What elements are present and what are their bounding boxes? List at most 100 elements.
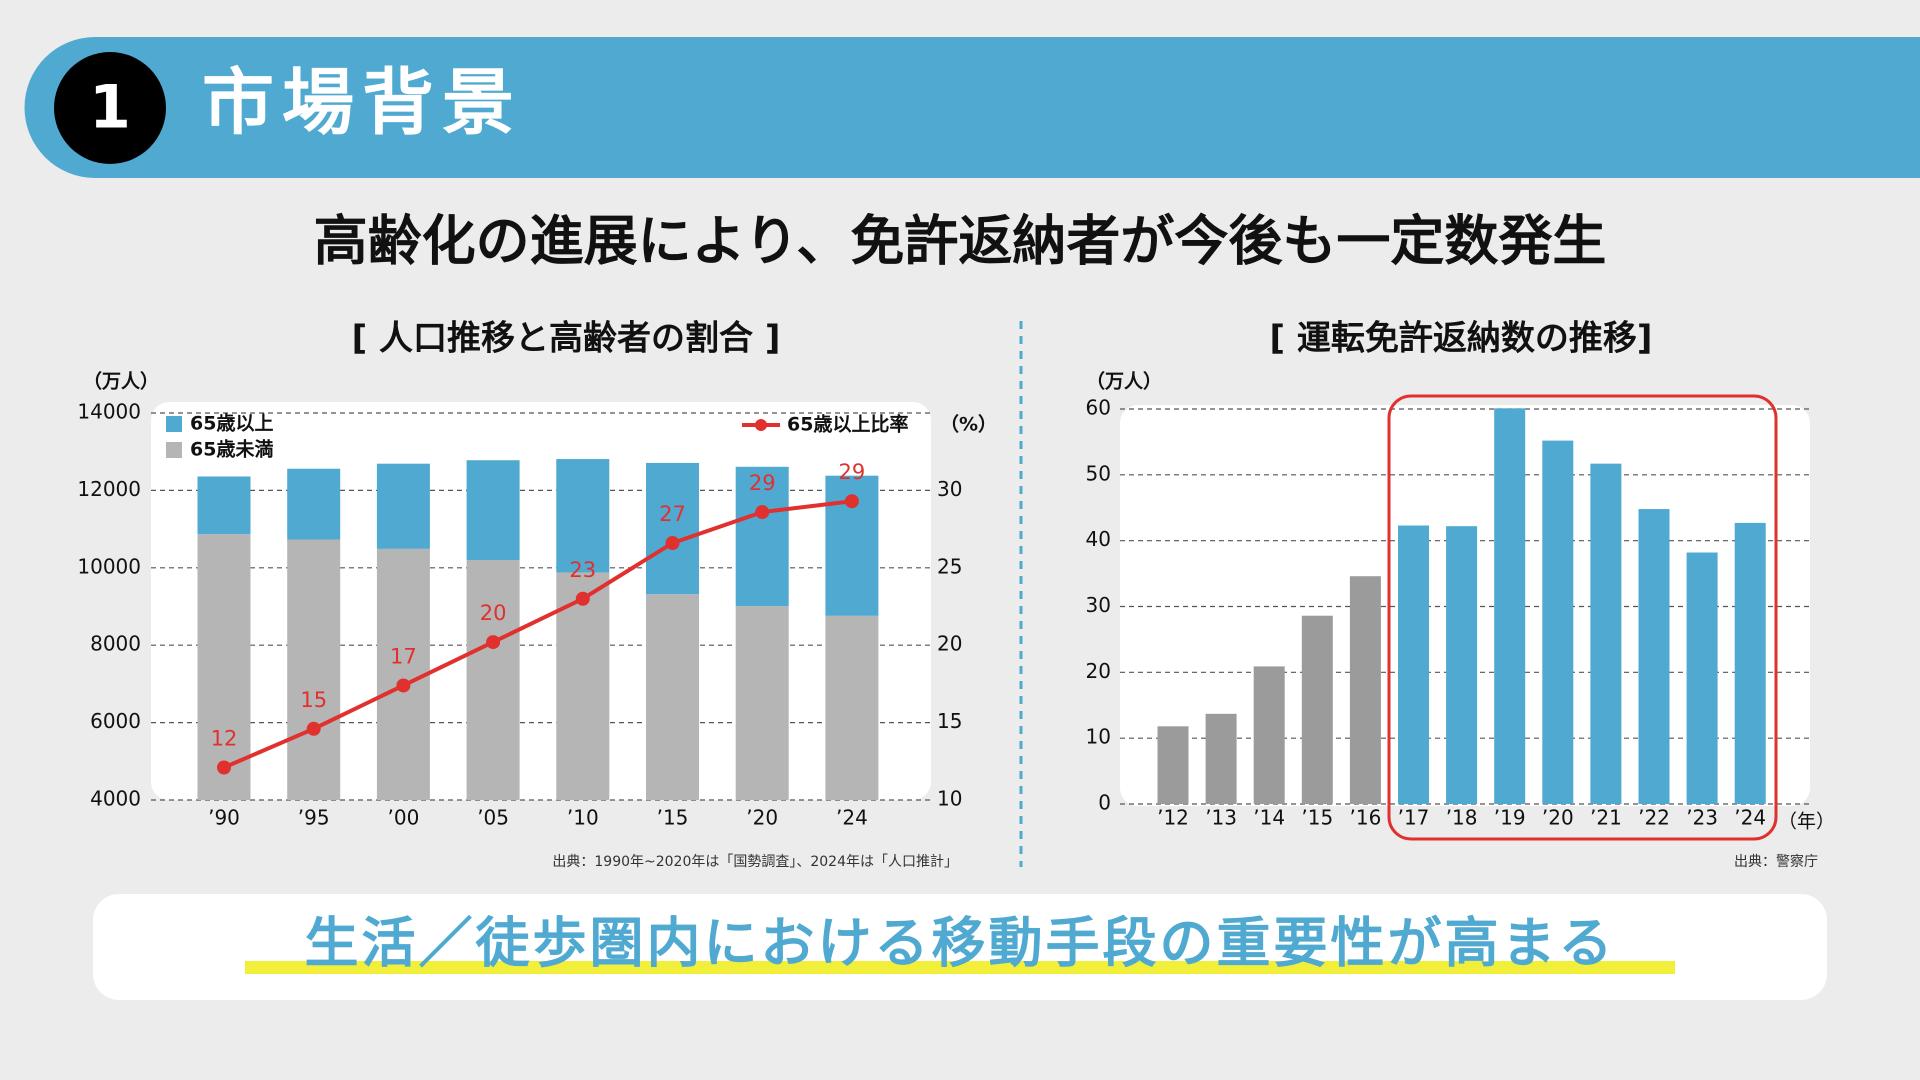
data-label: 17 xyxy=(390,644,417,668)
y-tick-label: 30 xyxy=(1086,593,1111,617)
headline: 高齢化の進展により、免許返納者が今後も一定数発生 xyxy=(314,210,1607,273)
data-label: 29 xyxy=(839,460,866,484)
x-tick-label: ’14 xyxy=(1253,806,1285,830)
section-title: 市場背景 xyxy=(202,61,522,145)
bar-segment xyxy=(376,548,430,800)
x-tick-label: ’13 xyxy=(1205,806,1237,830)
x-tick-label: ’18 xyxy=(1446,806,1478,830)
y-tick-label: 10000 xyxy=(77,554,141,578)
x-tick-label: ’24 xyxy=(1734,806,1766,830)
plot-area xyxy=(151,402,931,800)
x-tick-label: ’15 xyxy=(657,806,689,830)
y2-tick-label: 15 xyxy=(937,709,962,733)
x-tick-label: ’20 xyxy=(746,806,778,830)
chart-subtitle: [ 人口推移と高齢者の割合 ] xyxy=(352,319,781,359)
line-point xyxy=(486,635,501,650)
line-point xyxy=(575,591,590,606)
source: 出典：1990年~2020年は「国勢調査」、2024年は「人口推計」 xyxy=(552,854,958,870)
bar xyxy=(1253,666,1285,804)
y-tick-label: 14000 xyxy=(77,400,141,424)
bar-segment xyxy=(287,468,341,540)
y-tick-label: 12000 xyxy=(77,477,141,501)
y-tick-label: 10 xyxy=(1086,725,1111,749)
line-point xyxy=(396,678,411,693)
bar xyxy=(1638,509,1670,804)
bar xyxy=(1349,576,1381,804)
data-label: 27 xyxy=(659,502,686,526)
y-tick-label: 8000 xyxy=(90,632,141,656)
source: 出典：警察庁 xyxy=(1734,853,1818,870)
highlight xyxy=(245,961,1675,974)
bar xyxy=(1398,525,1429,804)
x-tick-label: ’16 xyxy=(1349,806,1381,830)
bar-segment xyxy=(646,594,699,800)
bar xyxy=(1446,526,1478,804)
y2-tick-label: 20 xyxy=(937,632,962,656)
bar xyxy=(1590,463,1622,804)
bar-segment xyxy=(646,462,699,595)
x-tick-label: ’05 xyxy=(477,806,509,830)
number-badge xyxy=(54,52,166,164)
y-axis-unit: （万人） xyxy=(1086,370,1162,393)
highlight-box xyxy=(1387,394,1778,841)
x-tick-label: ’10 xyxy=(567,806,599,830)
legend-swatch xyxy=(166,442,182,458)
y2-tick-label: 30 xyxy=(937,477,962,501)
x-tick-label: ’12 xyxy=(1157,806,1189,830)
x-tick-label: ’17 xyxy=(1398,806,1430,830)
x-tick-label: ’23 xyxy=(1686,806,1718,830)
x-tick-label: ’00 xyxy=(387,806,419,830)
y-axis-unit: （万人） xyxy=(83,370,159,393)
bar-segment xyxy=(735,466,789,607)
y-tick-label: 40 xyxy=(1086,527,1111,551)
bar xyxy=(1205,713,1237,804)
x-tick-label: ’20 xyxy=(1542,806,1574,830)
y2-axis-unit: （%） xyxy=(940,413,997,436)
data-label: 23 xyxy=(569,558,596,582)
bar-segment xyxy=(825,615,879,800)
line-point xyxy=(306,721,321,736)
section-number: 1 xyxy=(89,73,131,143)
footer-message: 生活／徒歩圏内における移動手段の重要性が高まる xyxy=(305,912,1616,975)
line-point xyxy=(217,760,231,775)
bar-segment xyxy=(556,572,610,800)
bar xyxy=(1686,552,1718,804)
bar-segment xyxy=(466,560,520,800)
x-tick-label: ’21 xyxy=(1590,806,1622,830)
x-axis-unit: （年） xyxy=(1778,811,1835,833)
chart-subtitle: [ 運転免許返納数の推移] xyxy=(1270,319,1653,359)
legend-label: 65歳未満 xyxy=(190,438,273,461)
line-point xyxy=(844,494,859,509)
x-tick-label: ’19 xyxy=(1494,806,1526,830)
line-point xyxy=(665,536,680,551)
y-tick-label: 6000 xyxy=(90,709,141,733)
y-tick-label: 50 xyxy=(1086,461,1111,485)
data-label: 29 xyxy=(749,471,776,495)
y-tick-label: 60 xyxy=(1086,396,1111,420)
y-tick-label: 0 xyxy=(1098,791,1111,815)
bar-segment xyxy=(735,606,789,800)
x-tick-label: ’15 xyxy=(1301,806,1333,830)
x-tick-label: ’90 xyxy=(208,806,240,830)
bar-segment xyxy=(287,539,341,800)
bar xyxy=(1494,408,1526,804)
legend-label: 65歳以上 xyxy=(190,413,273,435)
x-tick-label: ’22 xyxy=(1638,806,1670,830)
bar-segment xyxy=(466,460,520,561)
bar xyxy=(1734,522,1766,804)
bar xyxy=(1301,615,1333,804)
charts: [ 人口推移と高齢者の割合 ] （万人） 出典：1990年~2020年は「国勢調査」… xyxy=(77,319,1835,871)
legend-label: 65歳以上比率 xyxy=(787,413,908,436)
bar-segment xyxy=(197,476,251,535)
y2-tick-label: 25 xyxy=(937,554,962,578)
y2-tick-label: 10 xyxy=(937,787,962,811)
bar-segment xyxy=(376,463,430,549)
data-label: 15 xyxy=(300,688,327,712)
y-tick-label: 20 xyxy=(1086,659,1111,683)
bar xyxy=(1542,440,1574,804)
y-tick-label: 4000 xyxy=(90,787,141,811)
line-point xyxy=(755,505,770,520)
bar-segment xyxy=(197,534,251,800)
